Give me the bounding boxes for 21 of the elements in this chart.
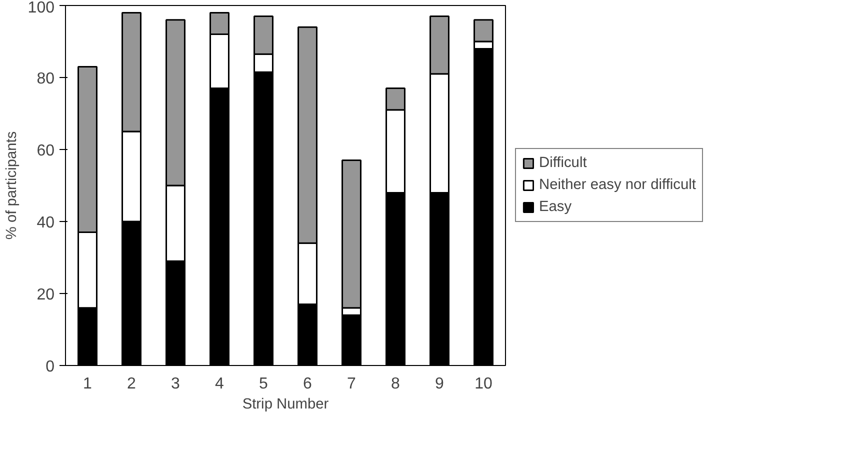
x-tick-label: 3 xyxy=(171,376,180,392)
x-axis-title: Strip Number xyxy=(242,396,329,412)
x-tick-label: 6 xyxy=(303,376,312,392)
y-tick-label: 20 xyxy=(36,286,55,304)
legend-label: Neither easy nor difficult xyxy=(539,177,696,193)
x-tick-label: 10 xyxy=(474,376,492,392)
legend-label: Easy xyxy=(539,199,572,215)
x-tick-label: 5 xyxy=(259,376,268,392)
x-tick-label: 4 xyxy=(215,376,224,392)
x-tick-label: 1 xyxy=(83,376,92,392)
y-tick-label: 60 xyxy=(36,142,55,160)
legend-label: Difficult xyxy=(539,155,587,171)
y-tick-label: 40 xyxy=(36,214,55,232)
x-tick-label: 8 xyxy=(391,376,400,392)
x-tick-label: 7 xyxy=(347,376,356,392)
y-tick-label: 0 xyxy=(46,358,55,376)
y-tick-label: 80 xyxy=(36,70,55,88)
y-tick-label: 100 xyxy=(28,0,55,16)
x-tick-label: 9 xyxy=(435,376,444,392)
x-tick-label: 2 xyxy=(127,376,136,392)
y-axis-title: % of participants xyxy=(4,131,20,240)
